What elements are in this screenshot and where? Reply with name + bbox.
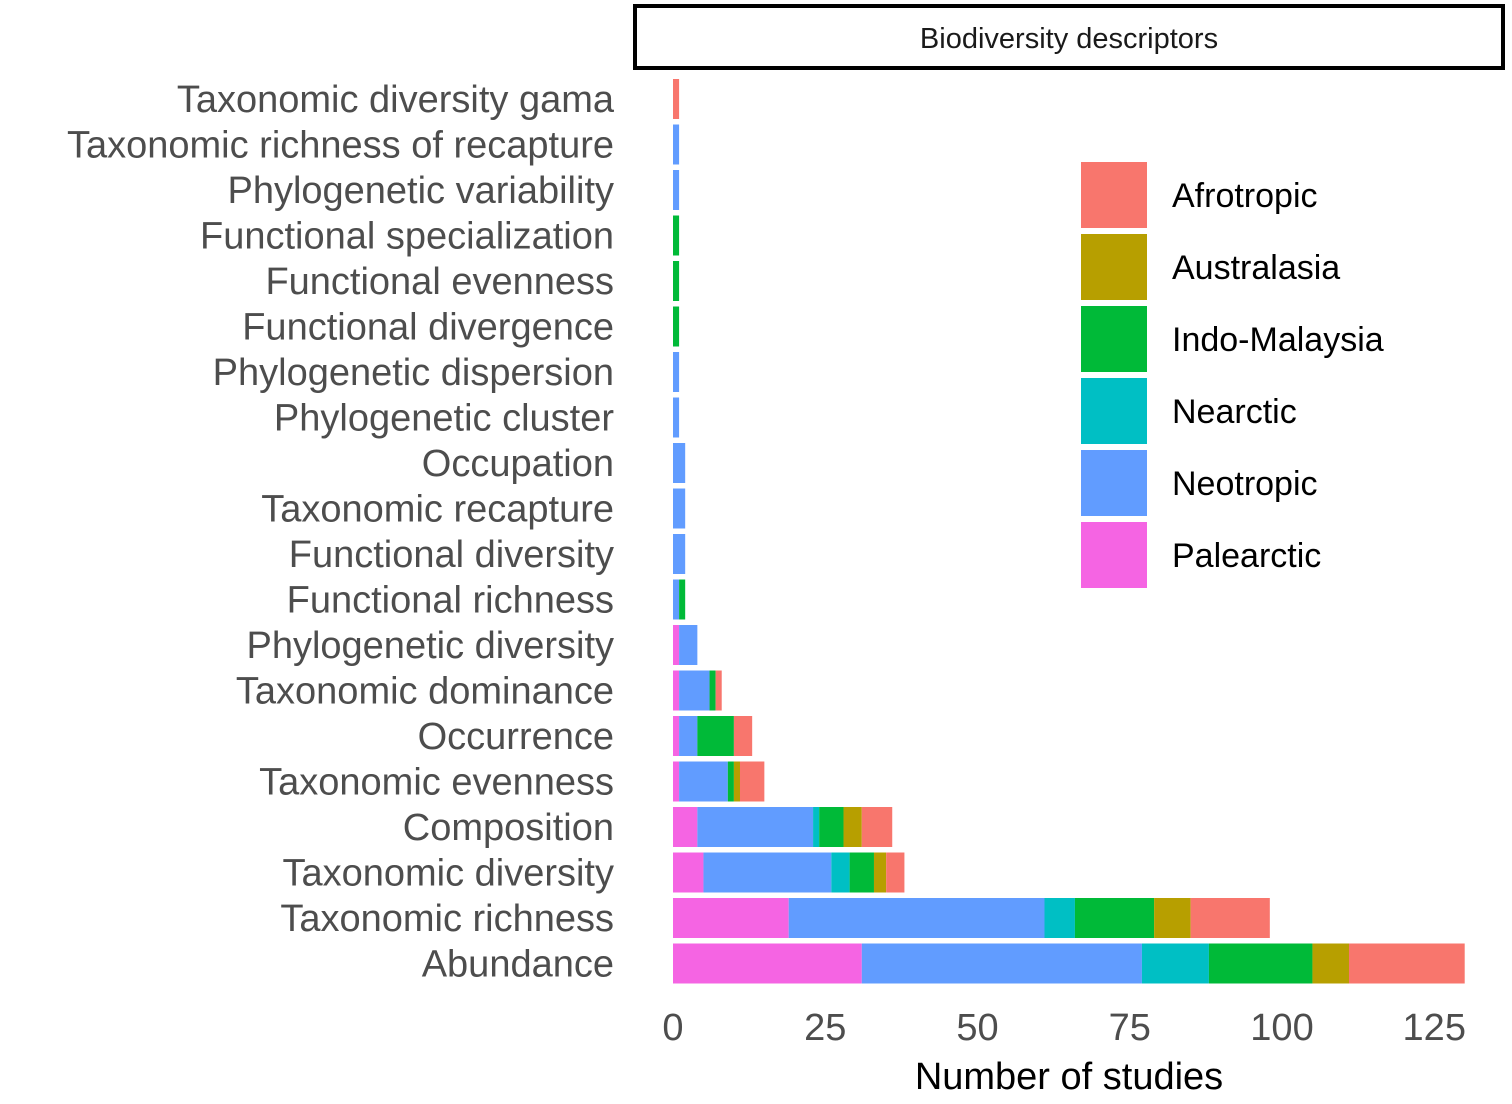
bar-abundance-neotropic [861,943,1142,984]
bar-taxonomic-richness-afrotropic [1190,898,1270,938]
bar-occupation-neotropic [673,443,686,483]
x-tick-label-100: 100 [1250,1007,1313,1049]
bar-composition-nearctic [813,807,820,847]
x-axis-ticks: 0 25 50 75 100 125 [662,1007,1466,1049]
bar-taxonomic-diversity-nearctic [831,852,850,893]
bar-taxonomic-diversity-palearctic [673,852,704,893]
bar-composition-neotropic [697,807,814,847]
x-tick-label-75: 75 [1109,1007,1151,1049]
bar-taxonomic-evenness-afrotropic [739,761,765,802]
bar-taxonomic-richness-neotropic [788,898,1045,938]
bar-taxonomic-diversity-gama-afrotropic [673,79,680,119]
category-label-phylogenetic-dispersion: Phylogenetic dispersion [213,352,614,394]
bar-taxonomic-evenness-neotropic [679,761,728,802]
category-label-functional-richness: Functional richness [287,580,614,622]
category-label-taxonomic-evenness: Taxonomic evenness [259,762,614,804]
facet-strip-box [633,4,1505,70]
bar-taxonomic-richness-australasia [1154,898,1191,938]
category-label-taxonomic-diversity: Taxonomic diversity [282,853,614,895]
legend-swatch-australasia [1081,234,1147,300]
category-label-taxonomic-richness: Taxonomic richness [280,898,614,940]
bar-phylogenetic-diversity-palearctic [673,625,680,665]
bar-occurrence-neotropic [679,716,698,756]
bar-occurrence-afrotropic [733,716,753,756]
bar-taxonomic-evenness-palearctic [673,761,680,802]
category-label-taxonomic-richness-of-recapture: Taxonomic richness of recapture [67,125,614,167]
bar-composition-australasia [843,807,862,847]
bar-taxonomic-diversity-australasia [873,852,887,893]
bar-taxonomic-evenness-australasia [733,761,740,802]
bar-functional-specialization-indo-malaysia [673,215,680,256]
category-label-taxonomic-recapture: Taxonomic recapture [261,489,614,531]
facet-strip: Biodiversity descriptors [633,4,1505,70]
legend-swatch-indo-malaysia [1081,306,1147,372]
bar-abundance-australasia [1312,943,1349,984]
legend-swatch-nearctic [1081,378,1147,444]
bar-taxonomic-richness-indo-malaysia [1074,898,1155,938]
category-label-composition: Composition [403,807,614,849]
bar-occurrence-indo-malaysia [697,716,734,756]
bars-layer [673,79,1465,984]
x-tick-label-50: 50 [956,1007,998,1049]
bar-abundance-indo-malaysia [1208,943,1313,984]
legend-label-afrotropic: Afrotropic [1172,177,1318,215]
facet-label: Biodiversity descriptors [920,23,1218,55]
legend-label-indo-malaysia: Indo-Malaysia [1172,321,1384,359]
bar-abundance-afrotropic [1348,943,1465,984]
bar-functional-evenness-indo-malaysia [673,261,680,301]
legend-swatch-afrotropic [1081,162,1147,228]
legend-label-nearctic: Nearctic [1172,393,1297,431]
category-label-functional-evenness: Functional evenness [265,261,614,303]
category-label-abundance: Abundance [422,944,614,986]
x-tick-label-25: 25 [804,1007,846,1049]
bar-taxonomic-richness-nearctic [1044,898,1075,938]
bar-taxonomic-dominance-afrotropic [715,670,722,711]
bar-composition-indo-malaysia [819,807,844,847]
bar-functional-richness-indo-malaysia [679,579,686,620]
category-label-phylogenetic-cluster: Phylogenetic cluster [274,398,614,440]
category-label-phylogenetic-diversity: Phylogenetic diversity [246,625,614,667]
legend-label-neotropic: Neotropic [1172,465,1318,503]
legend: Afrotropic Australasia Indo-Malaysia Nearct… [1081,162,1384,588]
category-label-occupation: Occupation [422,443,614,485]
category-label-functional-diversity: Functional diversity [289,534,614,576]
bar-phylogenetic-diversity-neotropic [679,625,698,665]
bar-composition-palearctic [673,807,698,847]
bar-taxonomic-dominance-palearctic [673,670,680,711]
bar-functional-divergence-indo-malaysia [673,306,680,347]
bar-abundance-palearctic [673,943,862,984]
bar-functional-diversity-neotropic [673,534,686,574]
bar-phylogenetic-cluster-neotropic [673,397,680,438]
bar-taxonomic-diversity-neotropic [703,852,832,893]
category-label-occurrence: Occurrence [418,716,614,758]
legend-label-australasia: Australasia [1172,249,1340,287]
x-tick-label-0: 0 [662,1007,683,1049]
category-label-functional-divergence: Functional divergence [242,307,614,349]
category-label-functional-specialization: Functional specialization [200,216,614,258]
bar-taxonomic-diversity-indo-malaysia [849,852,874,893]
legend-swatch-palearctic [1081,522,1147,588]
bar-taxonomic-richness-palearctic [673,898,789,938]
bar-phylogenetic-dispersion-neotropic [673,352,680,392]
bar-taxonomic-recapture-neotropic [673,488,686,529]
bar-taxonomic-dominance-neotropic [679,670,710,711]
bar-taxonomic-dominance-indo-malaysia [709,670,716,711]
bar-occurrence-palearctic [673,716,680,756]
bar-taxonomic-diversity-afrotropic [886,852,905,893]
bar-taxonomic-richness-of-recapture-neotropic [673,124,680,165]
bar-composition-afrotropic [861,807,893,847]
x-tick-label-125: 125 [1403,1007,1466,1049]
category-label-taxonomic-dominance: Taxonomic dominance [236,671,614,713]
category-label-phylogenetic-variability: Phylogenetic variability [227,170,614,212]
legend-label-palearctic: Palearctic [1172,537,1321,575]
legend-swatch-neotropic [1081,450,1147,516]
bar-functional-richness-neotropic [673,579,680,620]
bar-phylogenetic-variability-neotropic [673,170,680,210]
bar-abundance-nearctic [1141,943,1209,984]
bar-taxonomic-evenness-indo-malaysia [727,761,734,802]
category-label-taxonomic-diversity-gama: Taxonomic diversity gama [177,79,615,121]
x-axis-title: Number of studies [915,1056,1223,1098]
